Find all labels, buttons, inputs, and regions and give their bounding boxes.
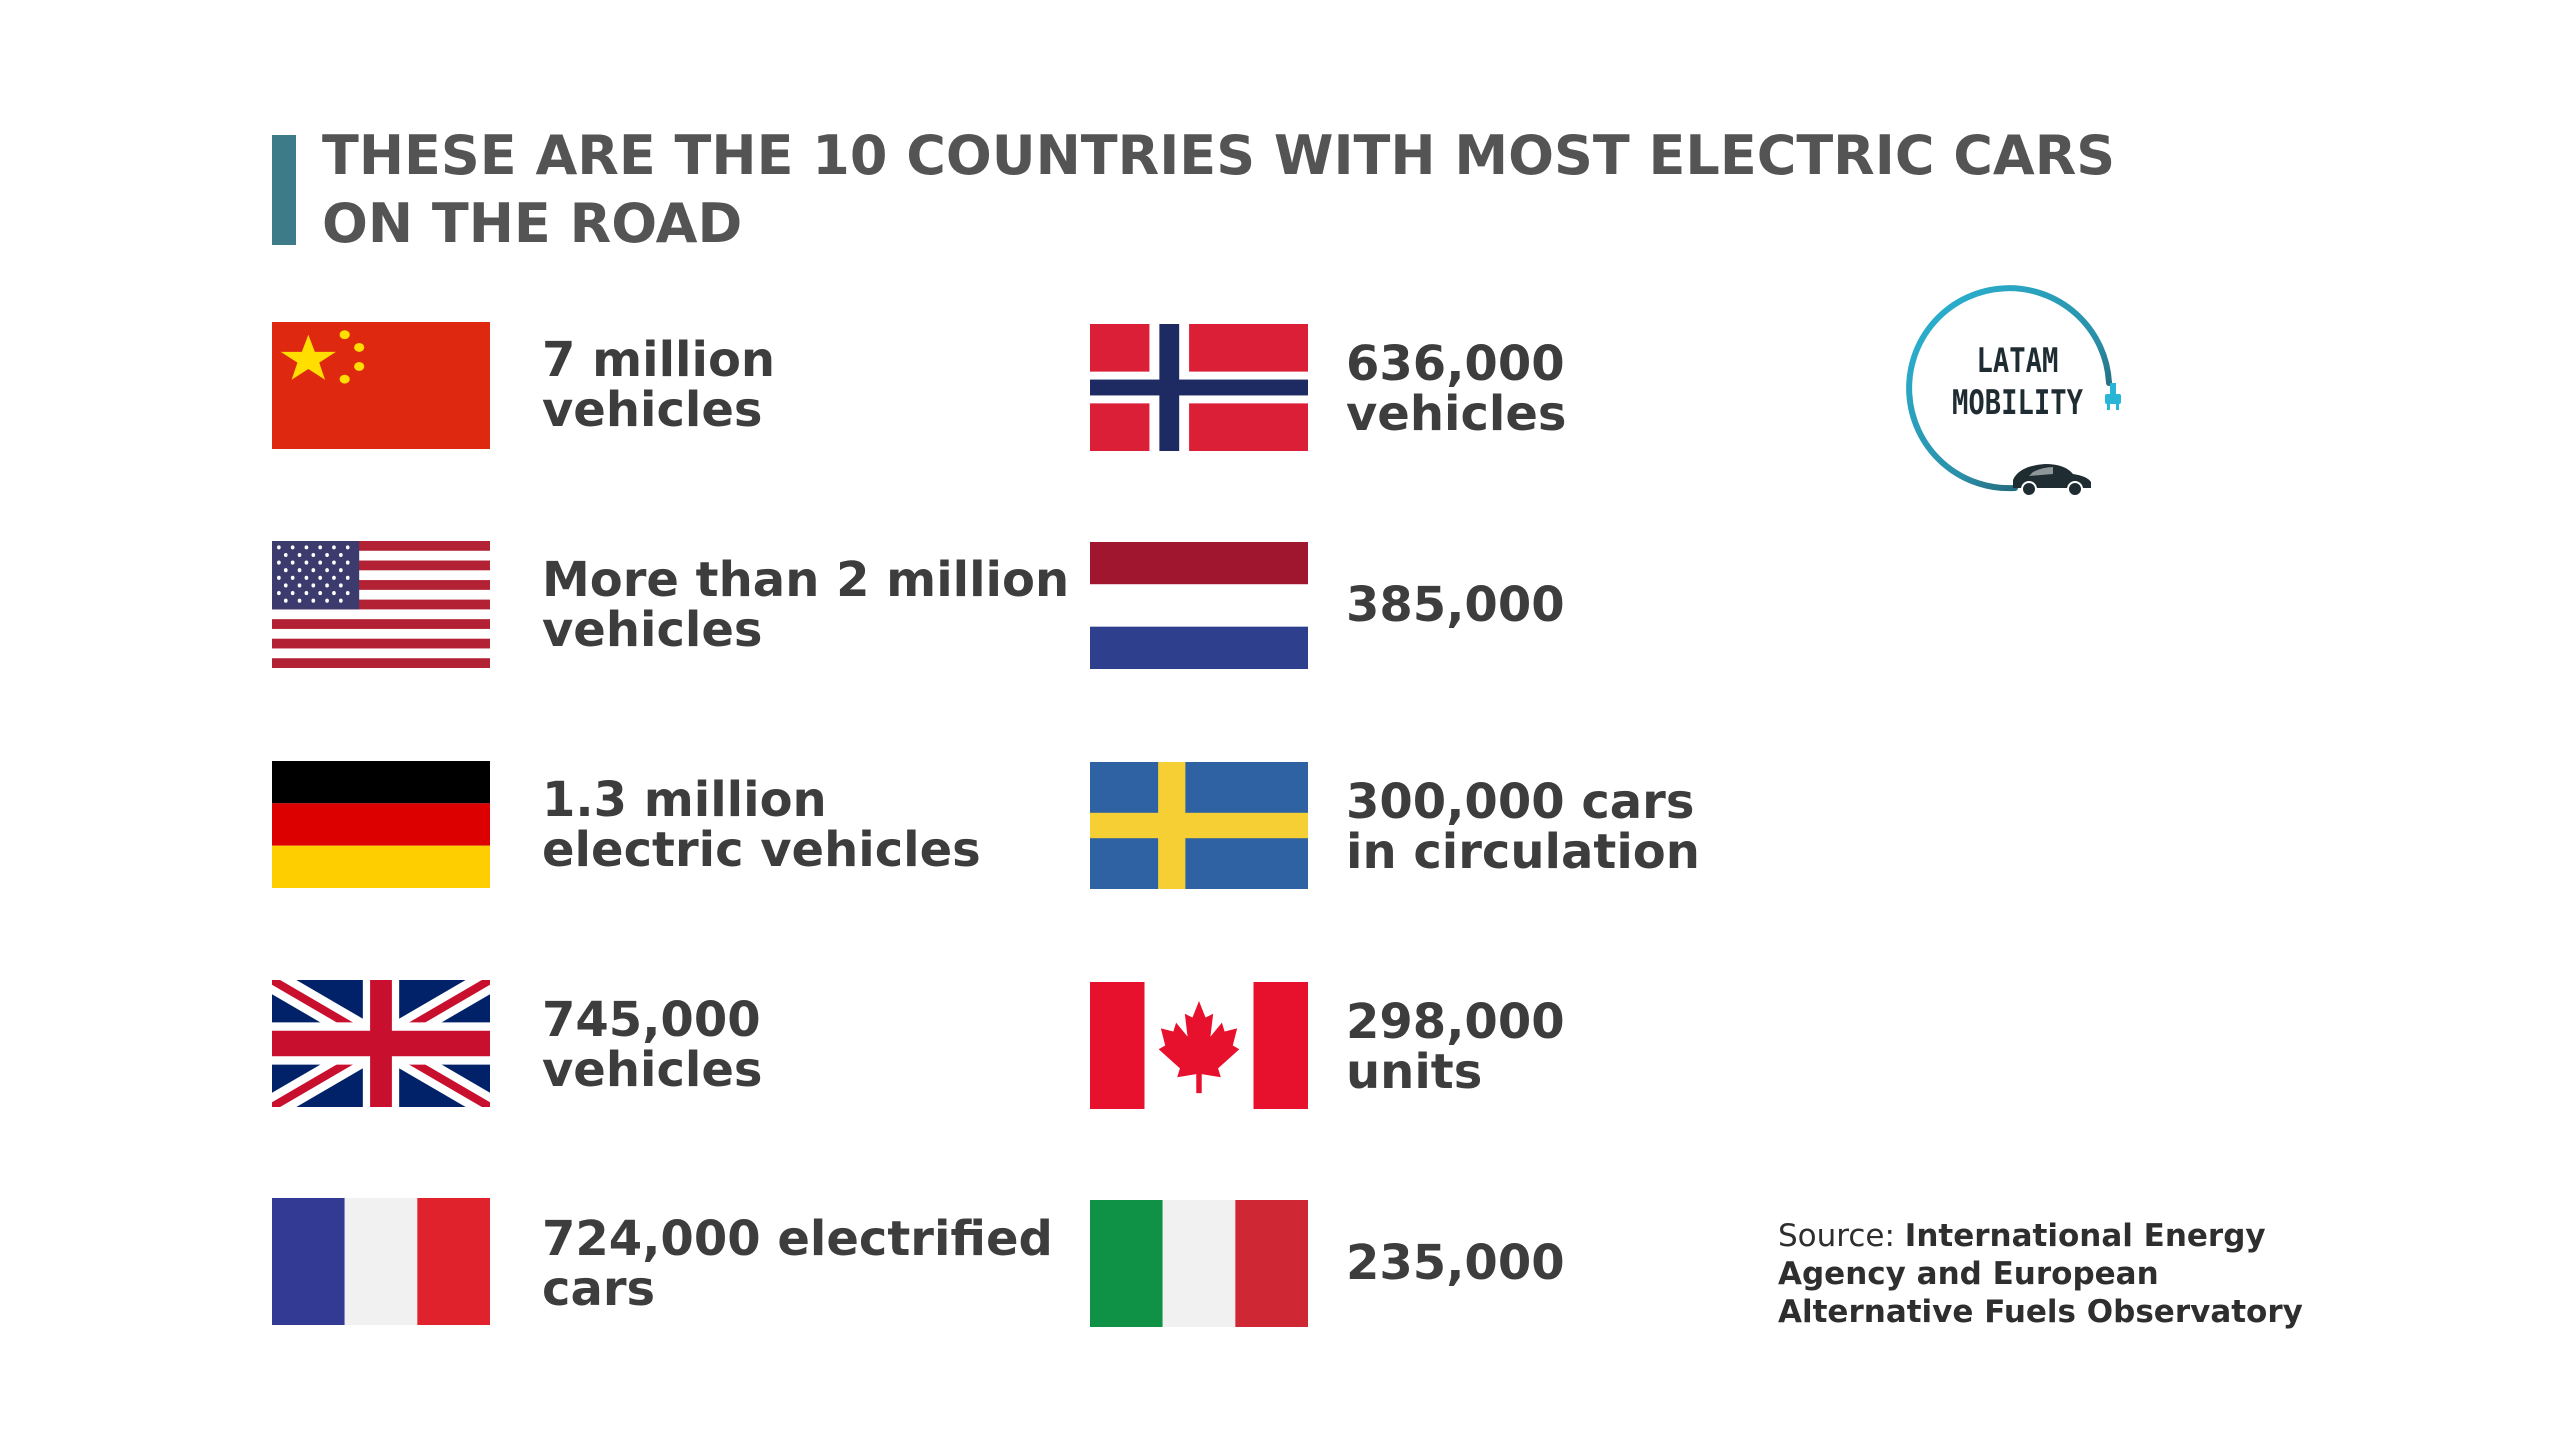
country-label-germany: 1.3 million electric vehicles <box>542 772 981 878</box>
norway-flag <box>1090 324 1308 451</box>
title-line-2: ON THE ROAD <box>322 192 743 255</box>
country-label-uk: 745,000 vehicles <box>542 992 763 1098</box>
title-accent-bar <box>272 135 296 245</box>
source-text: International Energy Agency and European… <box>1778 1218 2303 1330</box>
country-label-italy: 235,000 <box>1346 1235 1565 1291</box>
germany-flag <box>272 761 490 888</box>
country-label-sweden: 300,000 cars in circulation <box>1346 774 1700 880</box>
canada-flag <box>1090 982 1308 1109</box>
country-label-france: 724,000 electrified cars <box>542 1211 1053 1317</box>
netherlands-flag <box>1090 542 1308 669</box>
logo-line-1: LATAM <box>1976 341 2059 381</box>
page-title: THESE ARE THE 10 COUNTRIES WITH MOST ELE… <box>322 122 2222 258</box>
source-note: Source: International Energy Agency and … <box>1778 1217 2338 1331</box>
sweden-flag <box>1090 762 1308 889</box>
country-label-canada: 298,000 units <box>1346 994 1565 1100</box>
car-plug-icon <box>2013 464 2091 497</box>
country-label-china: 7 million vehicles <box>542 332 776 438</box>
source-label: Source: <box>1778 1218 1905 1254</box>
latam-mobility-logo: LATAM MOBILITY <box>1895 278 2140 508</box>
italy-flag <box>1090 1200 1308 1327</box>
france-flag <box>272 1198 490 1325</box>
china-flag <box>272 322 490 449</box>
uk-flag <box>272 980 490 1107</box>
usa-flag <box>272 541 490 668</box>
title-line-1: THESE ARE THE 10 COUNTRIES WITH MOST ELE… <box>322 124 2116 187</box>
country-label-norway: 636,000 vehicles <box>1346 336 1567 442</box>
country-label-usa: More than 2 million vehicles <box>542 552 1070 658</box>
country-label-netherlands: 385,000 <box>1346 577 1565 633</box>
logo-line-2: MOBILITY <box>1951 383 2083 423</box>
